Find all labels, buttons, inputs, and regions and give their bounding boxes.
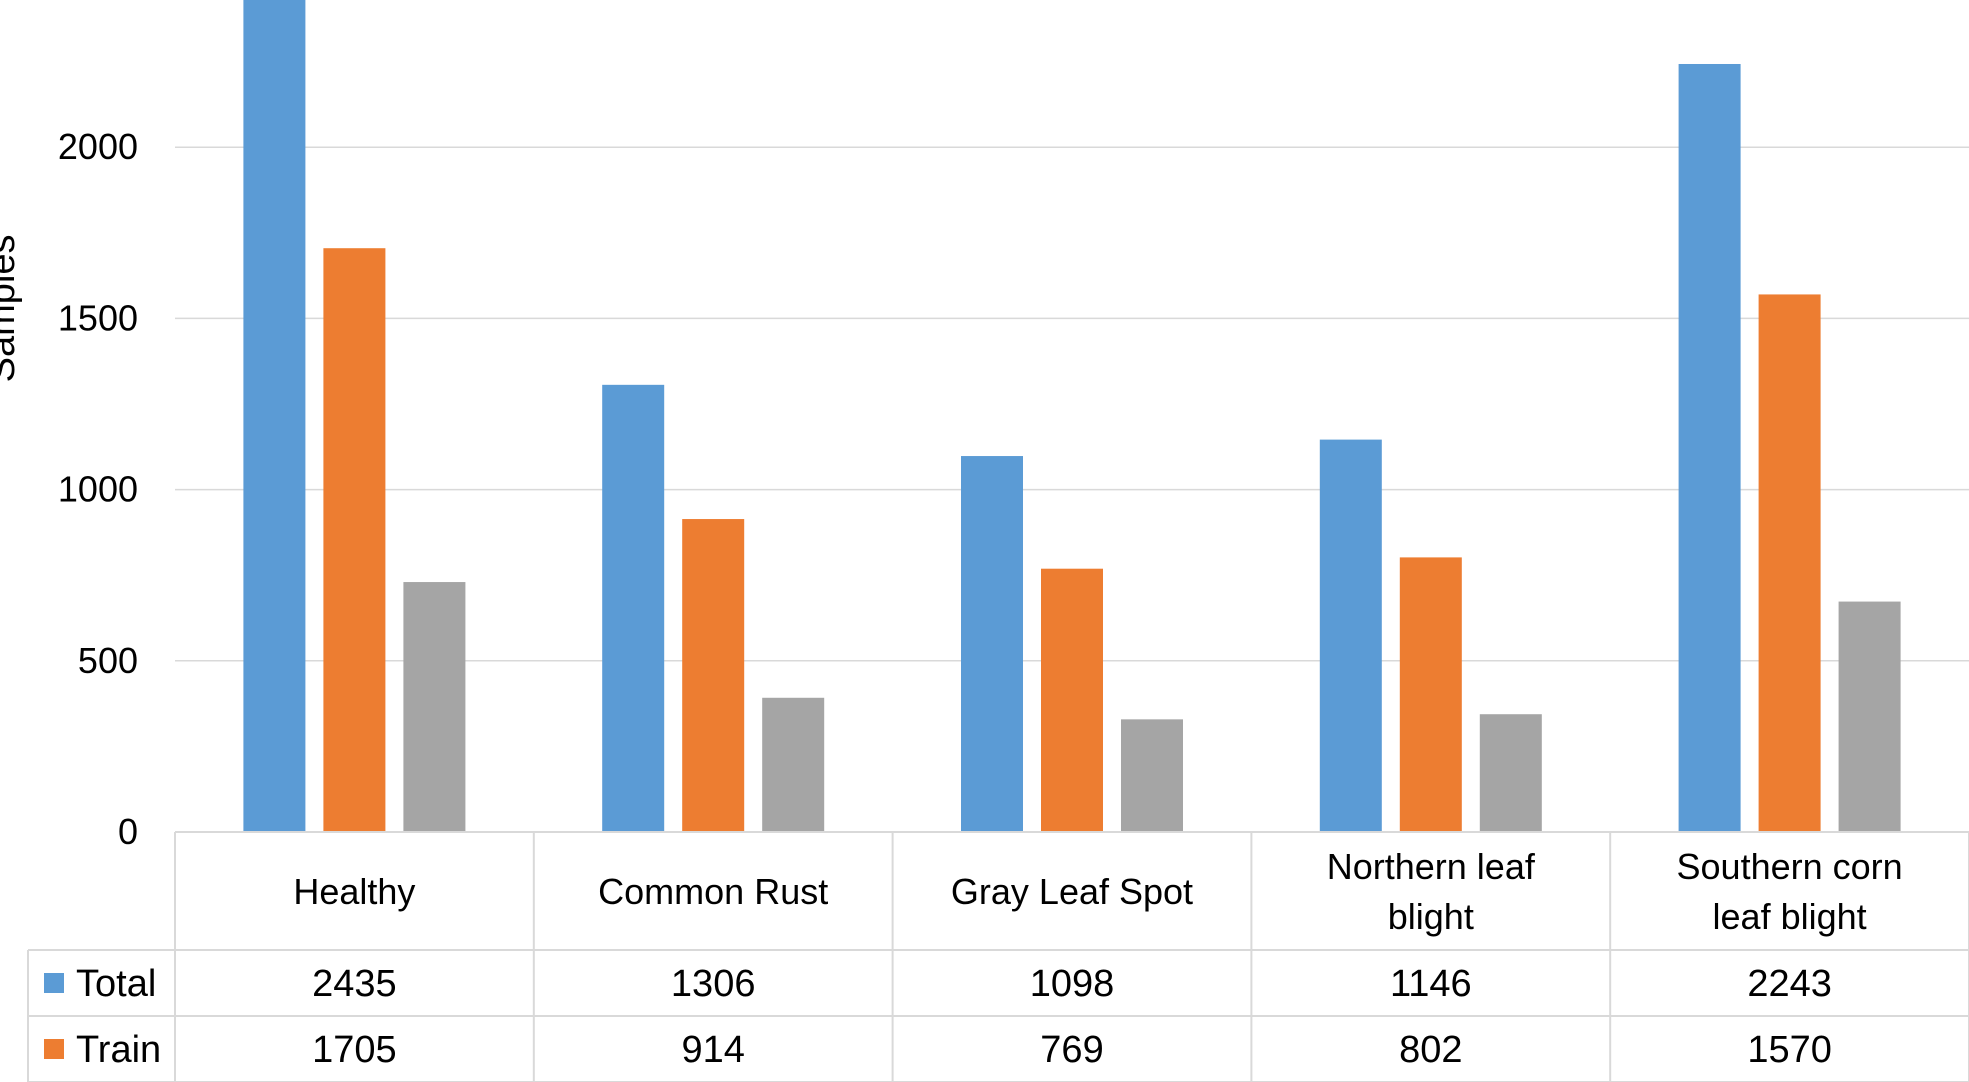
bar xyxy=(1678,63,1741,832)
category-label: Healthy xyxy=(293,871,415,912)
bar xyxy=(1121,719,1183,832)
category-label: leaf blight xyxy=(1713,896,1867,937)
table-cell-value: 1146 xyxy=(1390,963,1472,1005)
bar xyxy=(1041,568,1103,832)
bar xyxy=(1399,557,1462,832)
category-label: Gray Leaf Spot xyxy=(951,871,1193,912)
bar xyxy=(403,582,466,832)
y-tick-label: 500 xyxy=(78,640,138,681)
y-tick-label: 2000 xyxy=(58,126,138,167)
category-label: Common Rust xyxy=(598,871,828,912)
bar xyxy=(961,456,1023,832)
bar xyxy=(762,697,825,832)
legend-swatch xyxy=(44,1039,64,1059)
legend-swatch xyxy=(44,973,64,993)
bar xyxy=(323,248,386,832)
legend-label: Total xyxy=(76,963,156,1005)
table-cell-value: 2243 xyxy=(1747,963,1832,1005)
table-cell-value: 1306 xyxy=(671,963,756,1005)
table-cell-value: 1570 xyxy=(1747,1029,1832,1071)
bar xyxy=(602,384,665,832)
table-cell-value: 2435 xyxy=(312,963,397,1005)
bar xyxy=(243,0,306,833)
y-tick-label: 0 xyxy=(118,811,138,852)
category-label: Northern leaf xyxy=(1327,846,1536,887)
y-tick-label: 1000 xyxy=(58,469,138,510)
table-cell-value: 914 xyxy=(681,1029,744,1071)
bar xyxy=(1758,294,1821,832)
table-cell-value: 1705 xyxy=(312,1029,397,1071)
table-cell-value: 802 xyxy=(1399,1029,1462,1071)
bar xyxy=(1319,439,1382,832)
category-label: blight xyxy=(1388,896,1474,937)
y-axis-label: Samples xyxy=(0,234,23,382)
table-cell-value: 769 xyxy=(1040,1029,1103,1071)
table-cell-value: 1098 xyxy=(1030,963,1115,1005)
y-tick-label: 1500 xyxy=(58,297,138,338)
bar xyxy=(1479,714,1542,832)
bar xyxy=(1838,601,1901,832)
category-label: Southern corn xyxy=(1677,846,1903,887)
bar xyxy=(682,519,745,832)
legend-label: Train xyxy=(76,1029,161,1071)
